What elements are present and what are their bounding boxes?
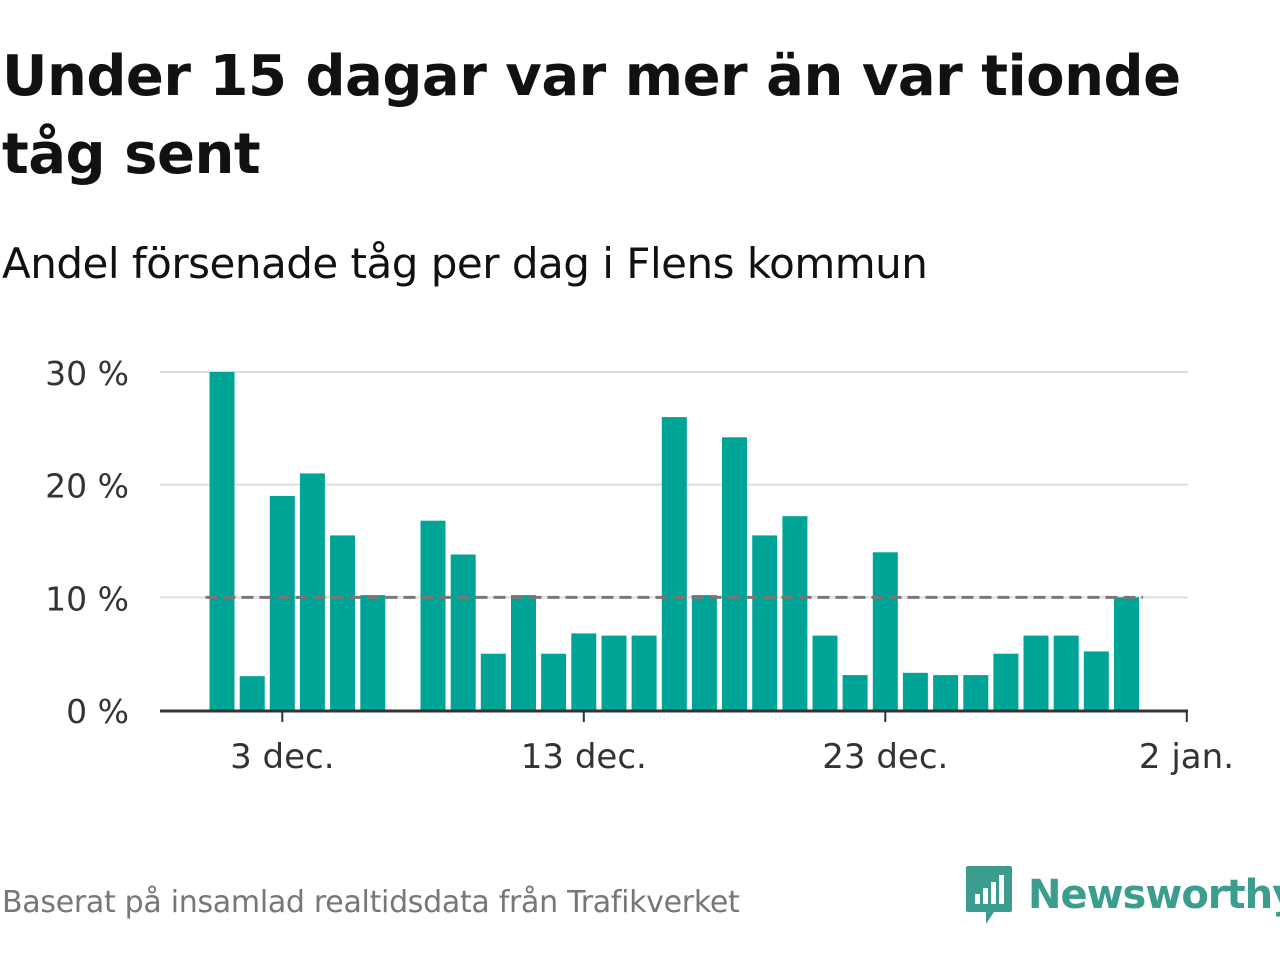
bar (691, 595, 717, 710)
y-tick-label: 10 % (45, 579, 129, 618)
y-tick-label: 0 % (66, 692, 129, 731)
bar (872, 552, 898, 710)
bar (963, 675, 989, 710)
bar (842, 675, 868, 710)
bar (782, 516, 808, 710)
bar (993, 653, 1019, 710)
bar (902, 672, 928, 710)
source-note: Baserat på insamlad realtidsdata från Tr… (2, 885, 740, 920)
x-tick-label: 13 dec. (521, 737, 647, 777)
bar (330, 535, 356, 710)
newsworthy-logo-icon (966, 866, 1012, 924)
x-axis-labels: 3 dec. 13 dec. 23 dec. 2 jan. (230, 737, 1234, 777)
bar-chart: 0 % 10 % 20 % 30 % 3 dec. 13 dec. 23 dec. 2 ja… (45, 354, 1234, 777)
x-axis (160, 709, 1188, 722)
x-tick-label: 23 dec. (822, 737, 948, 777)
bar (812, 635, 838, 710)
bar (752, 535, 778, 710)
bar (209, 372, 235, 710)
x-tick-label: 3 dec. (230, 737, 334, 777)
y-tick-label: 30 % (45, 354, 129, 393)
x-tick-label: 2 jan. (1139, 737, 1234, 777)
bar (1053, 635, 1079, 710)
bar (601, 635, 627, 710)
brand-logo: Newsworthy (964, 864, 1280, 926)
bar (450, 554, 476, 710)
bar (420, 520, 446, 710)
bar (1023, 635, 1049, 710)
bar (269, 495, 295, 710)
bar (1083, 651, 1109, 710)
bar (299, 473, 325, 710)
bar (722, 437, 747, 710)
bar (571, 633, 597, 710)
y-axis-labels: 0 % 10 % 20 % 30 % (45, 354, 129, 731)
bar (360, 595, 386, 710)
bar (631, 635, 657, 710)
chart-subtitle: Andel försenade tåg per dag i Flens komm… (2, 239, 928, 288)
y-tick-label: 20 % (45, 467, 129, 506)
brand-name: Newsworthy (1028, 872, 1280, 918)
bar (511, 595, 536, 710)
chart-title: Under 15 dagar var mer än var tionde tåg… (2, 44, 1181, 187)
bars (209, 372, 1139, 710)
bar (933, 675, 959, 710)
bar (541, 653, 567, 710)
bar (661, 417, 687, 710)
bar (480, 653, 506, 710)
bar (1114, 597, 1139, 710)
bar (239, 676, 265, 710)
